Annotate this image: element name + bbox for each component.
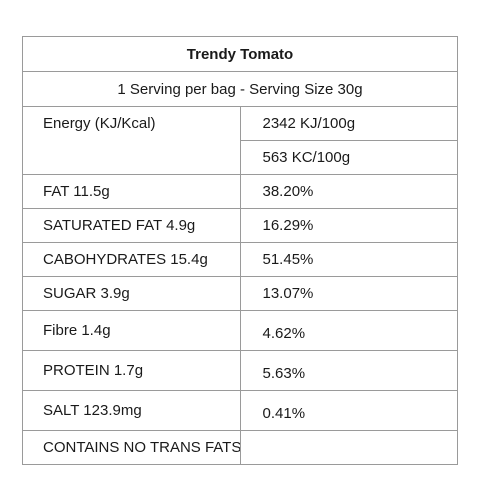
- nutrient-name: SALT 123.9mg: [22, 390, 241, 431]
- nutrient-name: Energy (KJ/Kcal): [22, 106, 241, 175]
- nutrient-value: 563 KC/100g: [239, 140, 458, 175]
- serving-size: 1 Serving per bag - Serving Size 30g: [22, 71, 458, 107]
- nutrient-value: 5.63%: [239, 350, 458, 391]
- nutrient-value: 4.62%: [239, 310, 458, 351]
- table-row-salt: SALT 123.9mg 0.41%: [22, 390, 458, 431]
- nutrient-value: 13.07%: [239, 276, 458, 311]
- nutrient-name: SUGAR 3.9g: [22, 276, 241, 311]
- nutrient-name: SATURATED FAT 4.9g: [22, 208, 241, 243]
- nutrient-value: 51.45%: [239, 242, 458, 277]
- nutrient-value: [239, 430, 458, 465]
- table-row-fat: FAT 11.5g 38.20%: [22, 174, 458, 209]
- table-row-protein: PROTEIN 1.7g 5.63%: [22, 350, 458, 391]
- serving-row: 1 Serving per bag - Serving Size 30g: [22, 71, 458, 107]
- nutrient-value: 2342 KJ/100g: [239, 106, 458, 141]
- nutrient-name: CONTAINS NO TRANS FATS: [22, 430, 241, 465]
- nutrient-value: 16.29%: [239, 208, 458, 243]
- title-row: Trendy Tomato: [22, 36, 458, 72]
- nutrient-name: Fibre 1.4g: [22, 310, 241, 351]
- product-title: Trendy Tomato: [22, 36, 458, 72]
- table-row-energy-kcal: 563 KC/100g: [23, 140, 458, 175]
- table-row-sugar: SUGAR 3.9g 13.07%: [22, 276, 458, 311]
- nutrient-value: 38.20%: [239, 174, 458, 209]
- nutrient-value: 0.41%: [239, 390, 458, 431]
- table-row-energy: Energy (KJ/Kcal) 2342 KJ/100g: [22, 106, 458, 175]
- nutrition-table: Trendy Tomato 1 Serving per bag - Servin…: [22, 36, 458, 465]
- nutrient-name: FAT 11.5g: [22, 174, 241, 209]
- nutrient-name: PROTEIN 1.7g: [22, 350, 241, 391]
- table-row-trans-fats: CONTAINS NO TRANS FATS: [22, 430, 458, 465]
- table-row-saturated-fat: SATURATED FAT 4.9g 16.29%: [22, 208, 458, 243]
- nutrient-name: CABOHYDRATES 15.4g: [22, 242, 241, 277]
- table-row-fibre: Fibre 1.4g 4.62%: [22, 310, 458, 351]
- table-row-carbohydrates: CABOHYDRATES 15.4g 51.45%: [22, 242, 458, 277]
